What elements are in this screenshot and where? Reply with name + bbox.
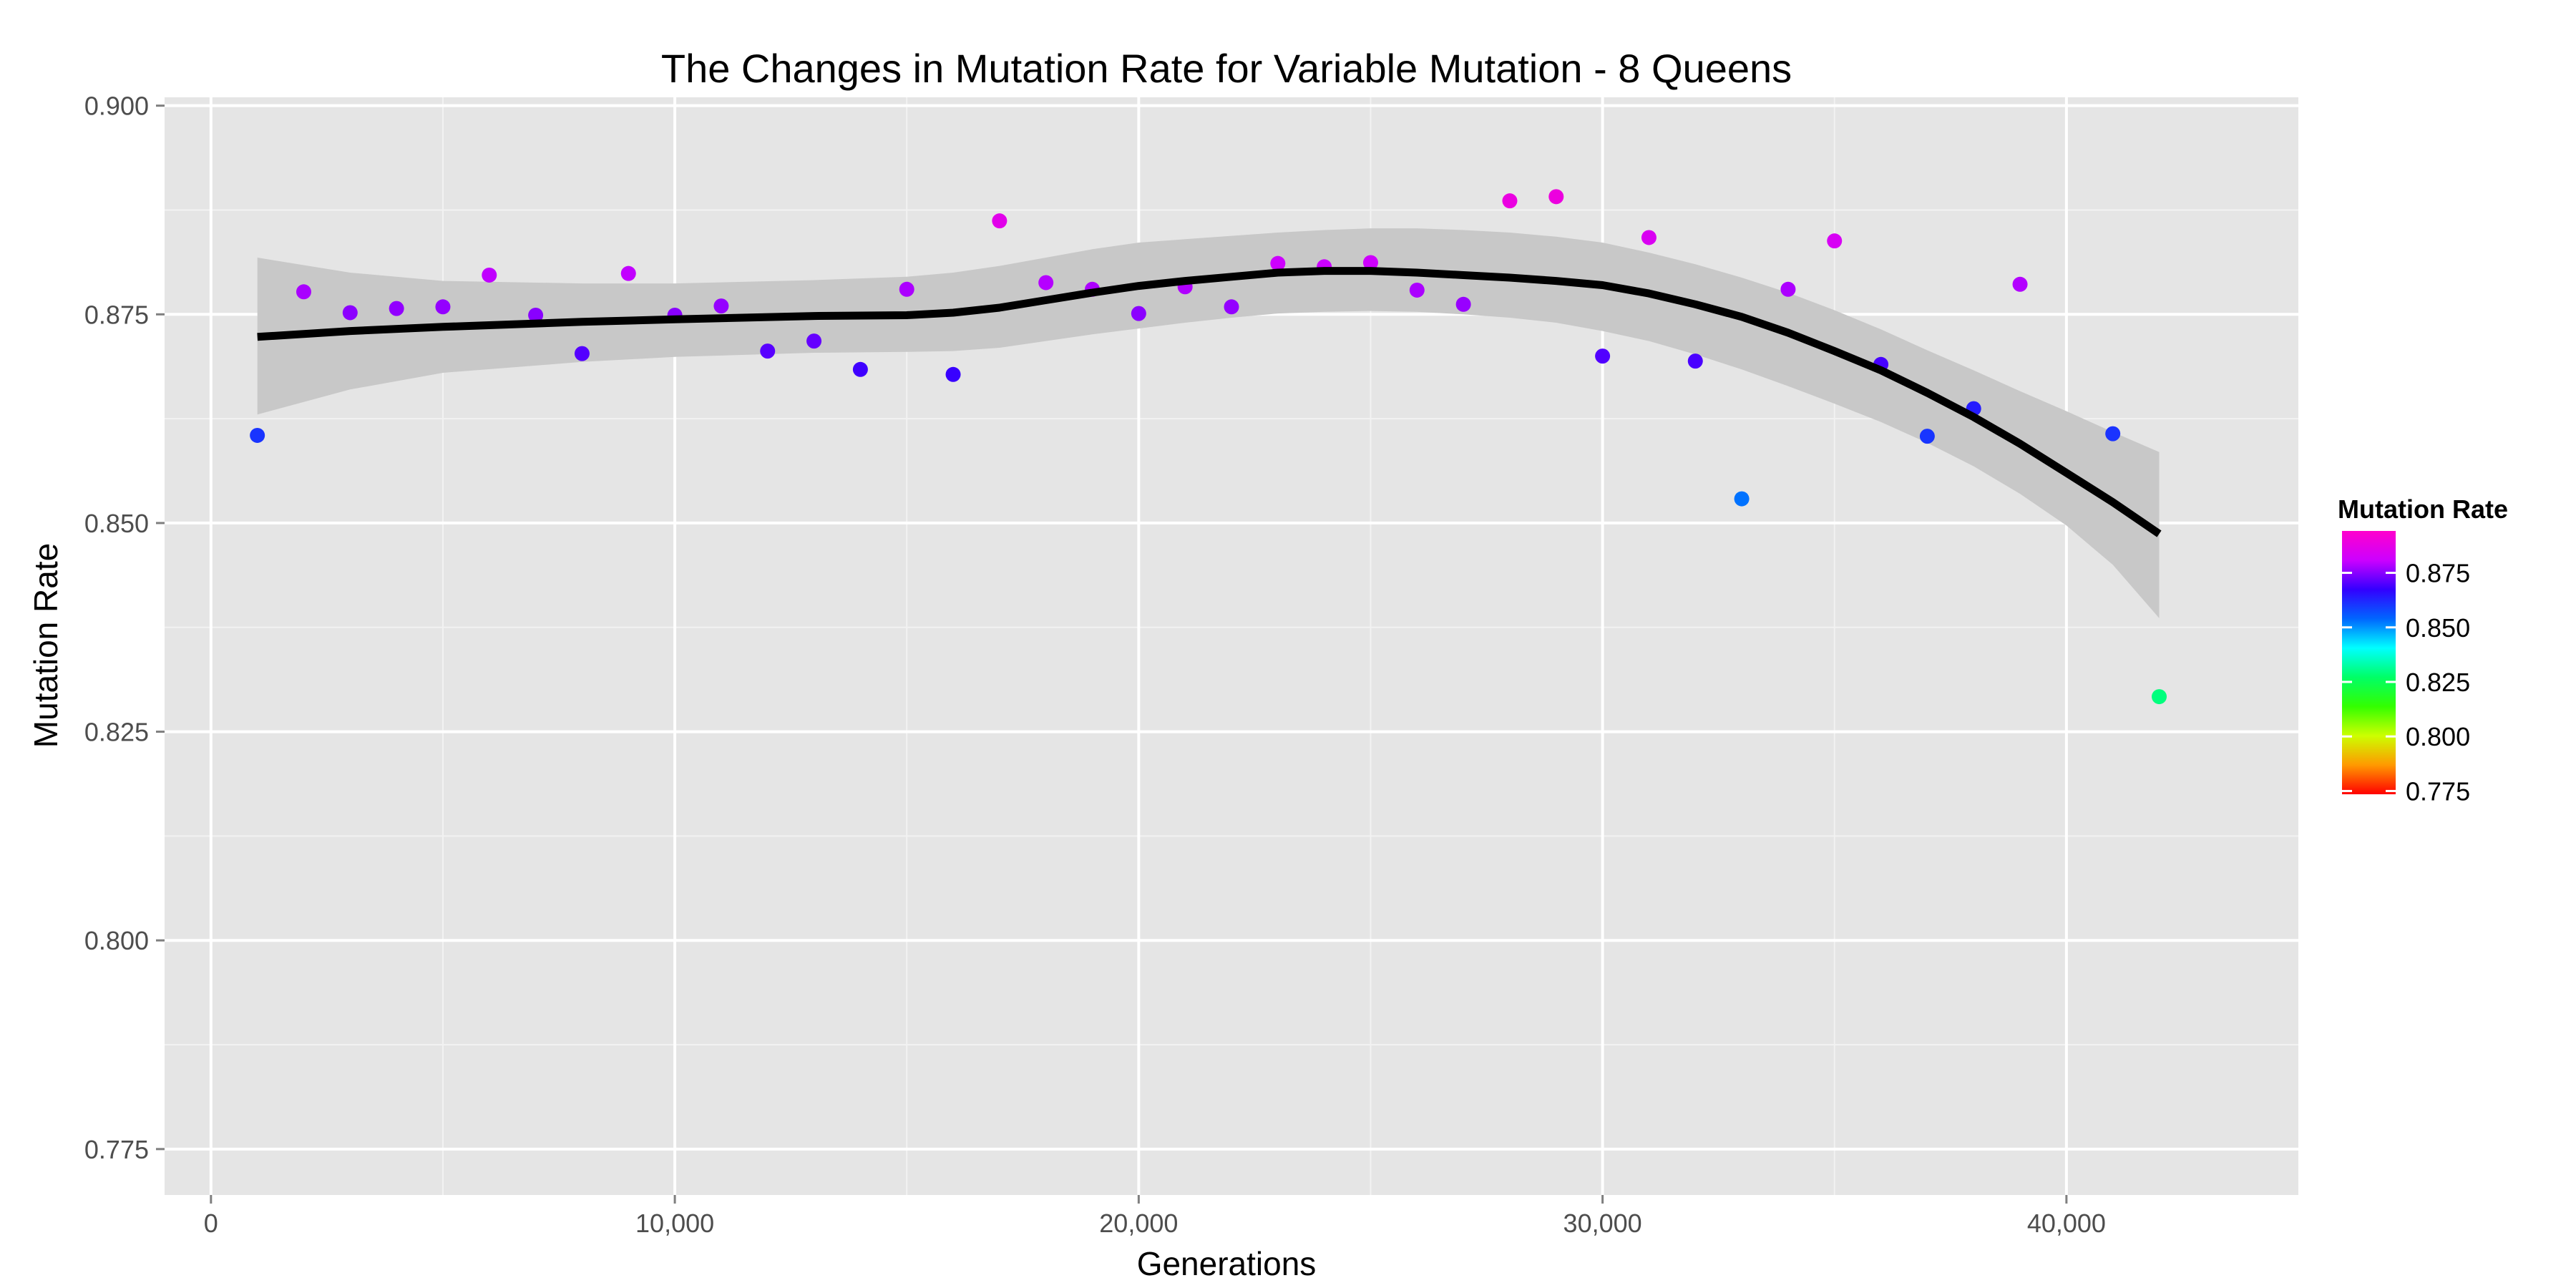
legend-tick-label: 0.775 (2406, 776, 2470, 806)
legend-title: Mutation Rate (2338, 494, 2508, 524)
data-point (620, 265, 636, 281)
data-point (1270, 255, 1286, 271)
data-point (482, 267, 497, 283)
y-tick-label: 0.775 (84, 1135, 149, 1164)
data-point (1827, 233, 1843, 249)
legend-tick-label: 0.825 (2406, 668, 2470, 697)
data-point (1780, 281, 1796, 297)
data-point (713, 298, 729, 314)
data-point (1038, 275, 1054, 291)
legend-tick-label: 0.800 (2406, 722, 2470, 751)
x-axis-label: Generations (1137, 1245, 1317, 1282)
smooth-line (257, 267, 2162, 537)
data-point (2012, 276, 2028, 292)
y-tick-label: 0.800 (84, 926, 149, 955)
legend-tick-label: 0.850 (2406, 613, 2470, 643)
data-point (574, 346, 590, 361)
color-legend: Mutation Rate 0.775 0.800 0.825 0.850 0.875 (2338, 494, 2508, 806)
confidence-band (257, 228, 2160, 618)
data-point (1919, 429, 1935, 444)
x-tick-label: 0 (204, 1209, 218, 1238)
data-point (389, 301, 404, 316)
data-point (528, 307, 544, 323)
y-tick-label: 0.825 (84, 718, 149, 747)
data-point (1595, 348, 1611, 364)
x-tick-label: 10,000 (635, 1209, 714, 1238)
y-axis-label: Mutation Rate (27, 543, 64, 748)
data-point (806, 333, 822, 349)
data-point (852, 361, 868, 377)
data-point (2105, 426, 2121, 441)
data-point (992, 213, 1008, 229)
data-point (1502, 193, 1518, 209)
data-point (296, 284, 311, 300)
data-point (342, 305, 358, 321)
data-point (1362, 255, 1378, 270)
data-point (1409, 282, 1425, 298)
legend-tick-label: 0.875 (2406, 559, 2470, 588)
data-point (1548, 189, 1564, 205)
legend-colorbar (2342, 531, 2396, 794)
y-tick-label: 0.850 (84, 509, 149, 538)
data-point (1641, 230, 1657, 245)
y-tick-label: 0.900 (84, 92, 149, 121)
data-point (945, 366, 961, 382)
y-tick-label: 0.875 (84, 300, 149, 329)
data-point (1455, 296, 1471, 312)
data-point (435, 299, 451, 315)
data-point (1687, 353, 1703, 369)
data-point (1131, 306, 1146, 321)
data-point (899, 281, 914, 297)
data-point (760, 343, 776, 359)
data-point (250, 427, 265, 443)
x-tick-label: 20,000 (1099, 1209, 1178, 1238)
x-tick-label: 40,000 (2027, 1209, 2106, 1238)
data-point (1224, 299, 1239, 315)
chart-title: The Changes in Mutation Rate for Variabl… (661, 46, 1792, 91)
x-tick-label: 30,000 (1563, 1209, 1642, 1238)
data-point (1734, 491, 1750, 507)
data-point (2152, 689, 2167, 705)
